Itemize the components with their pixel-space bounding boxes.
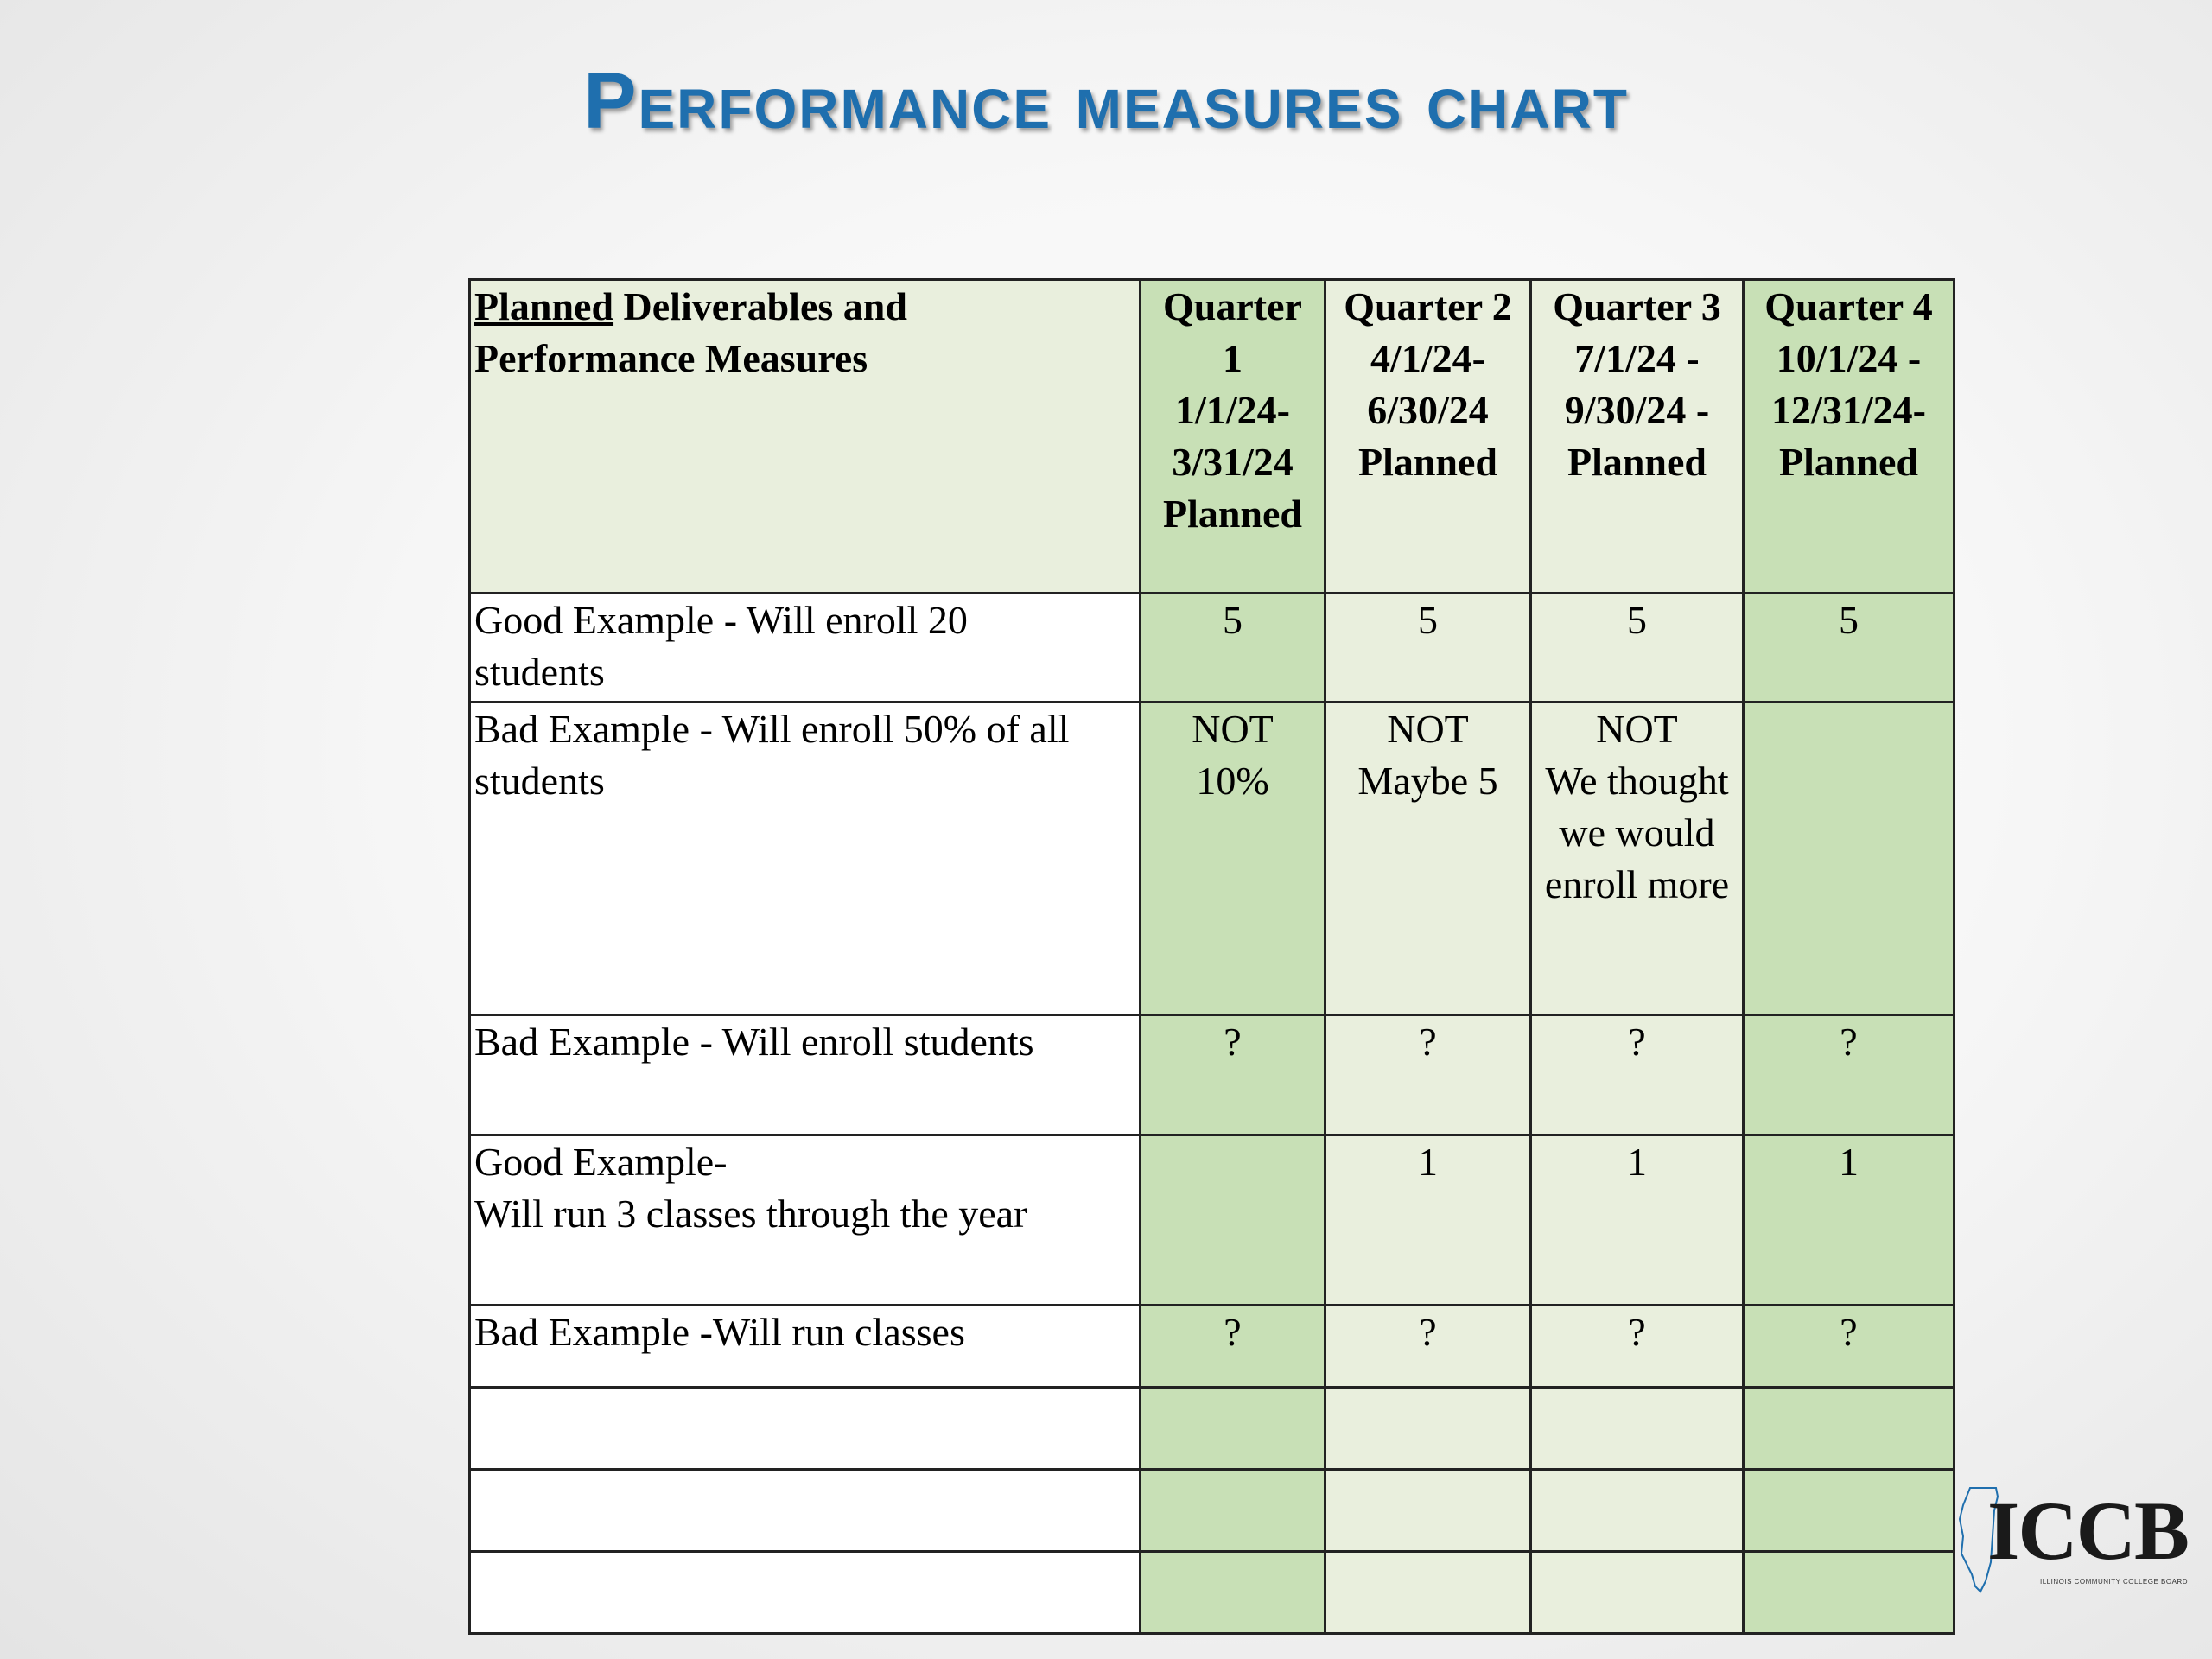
quarter-3-cell — [1529, 1550, 1745, 1635]
header-planned-word: Planned — [474, 284, 614, 328]
quarter-value: enroll more — [1544, 862, 1730, 906]
header-quarter-2: Quarter 2 4/1/24- 6/30/24 Planned — [1324, 278, 1532, 594]
quarter-3-cell: ? — [1529, 1304, 1745, 1389]
quarter-1-cell: NOT 10% — [1139, 701, 1326, 1016]
iccb-logo: ICCB ILLINOIS COMMUNITY COLLEGE BOARD — [1955, 1484, 2190, 1595]
header-measure-line2: Performance Measures — [474, 336, 868, 380]
quarter-4-cell: 5 — [1742, 592, 1955, 703]
quarter-1-cell — [1139, 1550, 1326, 1635]
quarter-1-cell: 5 — [1139, 592, 1326, 703]
quarter-value: NOT — [1387, 707, 1469, 751]
quarter-3-cell: ? — [1529, 1014, 1745, 1136]
quarter-2-cell — [1324, 1550, 1532, 1635]
table-header-row: Planned Deliverables and Performance Mea… — [468, 278, 1955, 594]
header-measures: Planned Deliverables and Performance Mea… — [468, 278, 1141, 594]
performance-measures-table: Planned Deliverables and Performance Mea… — [468, 278, 1955, 1635]
table-row: Bad Example -Will run classes???? — [468, 1304, 1955, 1389]
quarter-2-cell: ? — [1324, 1014, 1532, 1136]
quarter-value: 1 — [1418, 1140, 1438, 1184]
quarter-2-cell: 1 — [1324, 1134, 1532, 1306]
quarter-value: ? — [1840, 1310, 1858, 1354]
quarter-4-cell — [1742, 1386, 1955, 1471]
measure-text: students — [474, 650, 605, 694]
quarter-3-cell: 5 — [1529, 592, 1745, 703]
quarter-4-cell — [1742, 1468, 1955, 1553]
quarter-3-cell: NOT We thought we would enroll more — [1529, 701, 1745, 1016]
quarter-value: 5 — [1418, 598, 1438, 642]
slide-title: Performance measures chart — [583, 57, 1629, 145]
quarter-3-cell — [1529, 1386, 1745, 1471]
table-row: Bad Example - Will enroll 50% of all stud… — [468, 701, 1955, 1016]
table-row: Good Example - Will enroll 20 students 5 5 5… — [468, 592, 1955, 703]
quarter-4-cell — [1742, 1550, 1955, 1635]
quarter-value: 10% — [1196, 759, 1269, 803]
table-row: Good Example- Will run 3 classes through … — [468, 1134, 1955, 1306]
quarter-value: 1 — [1627, 1140, 1647, 1184]
header-quarter-1: Quarter 1 1/1/24- 3/31/24 Planned — [1139, 278, 1326, 594]
measure-cell: Good Example - Will enroll 20 students — [468, 592, 1141, 703]
measure-text: Good Example - Will enroll 20 — [474, 598, 968, 642]
quarter-value: 5 — [1627, 598, 1647, 642]
quarter-3-cell — [1529, 1468, 1745, 1553]
quarter-value: ? — [1628, 1310, 1646, 1354]
logo-text: ICCB — [1986, 1484, 2190, 1577]
measure-cell: Bad Example - Will enroll students — [468, 1014, 1141, 1136]
measure-cell: Bad Example - Will enroll 50% of all stud… — [468, 701, 1141, 1016]
quarter-2-cell — [1324, 1468, 1532, 1553]
quarter-value: Maybe 5 — [1357, 759, 1498, 803]
quarter-1-cell — [1139, 1386, 1326, 1471]
quarter-value: ? — [1224, 1310, 1242, 1354]
header-quarter-4: Quarter 4 10/1/24 - 12/31/24- Planned — [1742, 278, 1955, 594]
quarter-value: ? — [1419, 1020, 1437, 1064]
illinois-state-outline-icon — [1958, 1487, 1999, 1593]
quarter-1-cell: ? — [1139, 1304, 1326, 1389]
measure-text: Bad Example - Will enroll students — [474, 1020, 1034, 1064]
measure-text: Will run 3 classes through the year — [474, 1192, 1027, 1236]
quarter-value: 5 — [1839, 598, 1859, 642]
header-quarter-3: Quarter 3 7/1/24 - 9/30/24 - Planned — [1529, 278, 1745, 594]
quarter-4-cell: 1 — [1742, 1134, 1955, 1306]
quarter-2-cell: NOT Maybe 5 — [1324, 701, 1532, 1016]
header-measure-line1: Deliverables and — [613, 284, 907, 328]
quarter-3-cell: 1 — [1529, 1134, 1745, 1306]
quarter-value: ? — [1419, 1310, 1437, 1354]
quarter-1-cell — [1139, 1468, 1326, 1553]
quarter-value: ? — [1224, 1020, 1242, 1064]
quarter-2-cell — [1324, 1386, 1532, 1471]
measure-text: Bad Example -Will run classes — [474, 1310, 965, 1354]
quarter-4-cell: ? — [1742, 1304, 1955, 1389]
measure-text: students — [474, 759, 605, 803]
measure-text: Good Example- — [474, 1140, 728, 1184]
quarter-value: 1 — [1839, 1140, 1859, 1184]
quarter-1-cell: ? — [1139, 1014, 1326, 1136]
quarter-value: ? — [1840, 1020, 1858, 1064]
logo-subtext: ILLINOIS COMMUNITY COLLEGE BOARD — [2040, 1578, 2188, 1586]
quarter-2-cell: ? — [1324, 1304, 1532, 1389]
measure-cell — [468, 1386, 1141, 1471]
table-row — [468, 1468, 1955, 1553]
quarter-2-cell: 5 — [1324, 592, 1532, 703]
quarter-value: NOT — [1596, 707, 1678, 751]
measure-cell: Good Example- Will run 3 classes through … — [468, 1134, 1141, 1306]
table-row — [468, 1550, 1955, 1635]
quarter-value: we would — [1559, 810, 1715, 855]
quarter-value: NOT — [1192, 707, 1274, 751]
table-row: Bad Example - Will enroll students???? — [468, 1014, 1955, 1136]
quarter-value: We thought — [1545, 759, 1729, 803]
quarter-value: ? — [1628, 1020, 1646, 1064]
measure-cell: Bad Example -Will run classes — [468, 1304, 1141, 1389]
quarter-4-cell: ? — [1742, 1014, 1955, 1136]
quarter-1-cell — [1139, 1134, 1326, 1306]
measure-cell — [468, 1550, 1141, 1635]
measure-text: Bad Example - Will enroll 50% of all — [474, 707, 1070, 751]
measure-cell — [468, 1468, 1141, 1553]
quarter-value: 5 — [1223, 598, 1243, 642]
table-body: Good Example - Will enroll 20 students 5 5 5… — [468, 592, 1955, 1635]
quarter-4-cell — [1742, 701, 1955, 1016]
table-row — [468, 1386, 1955, 1471]
